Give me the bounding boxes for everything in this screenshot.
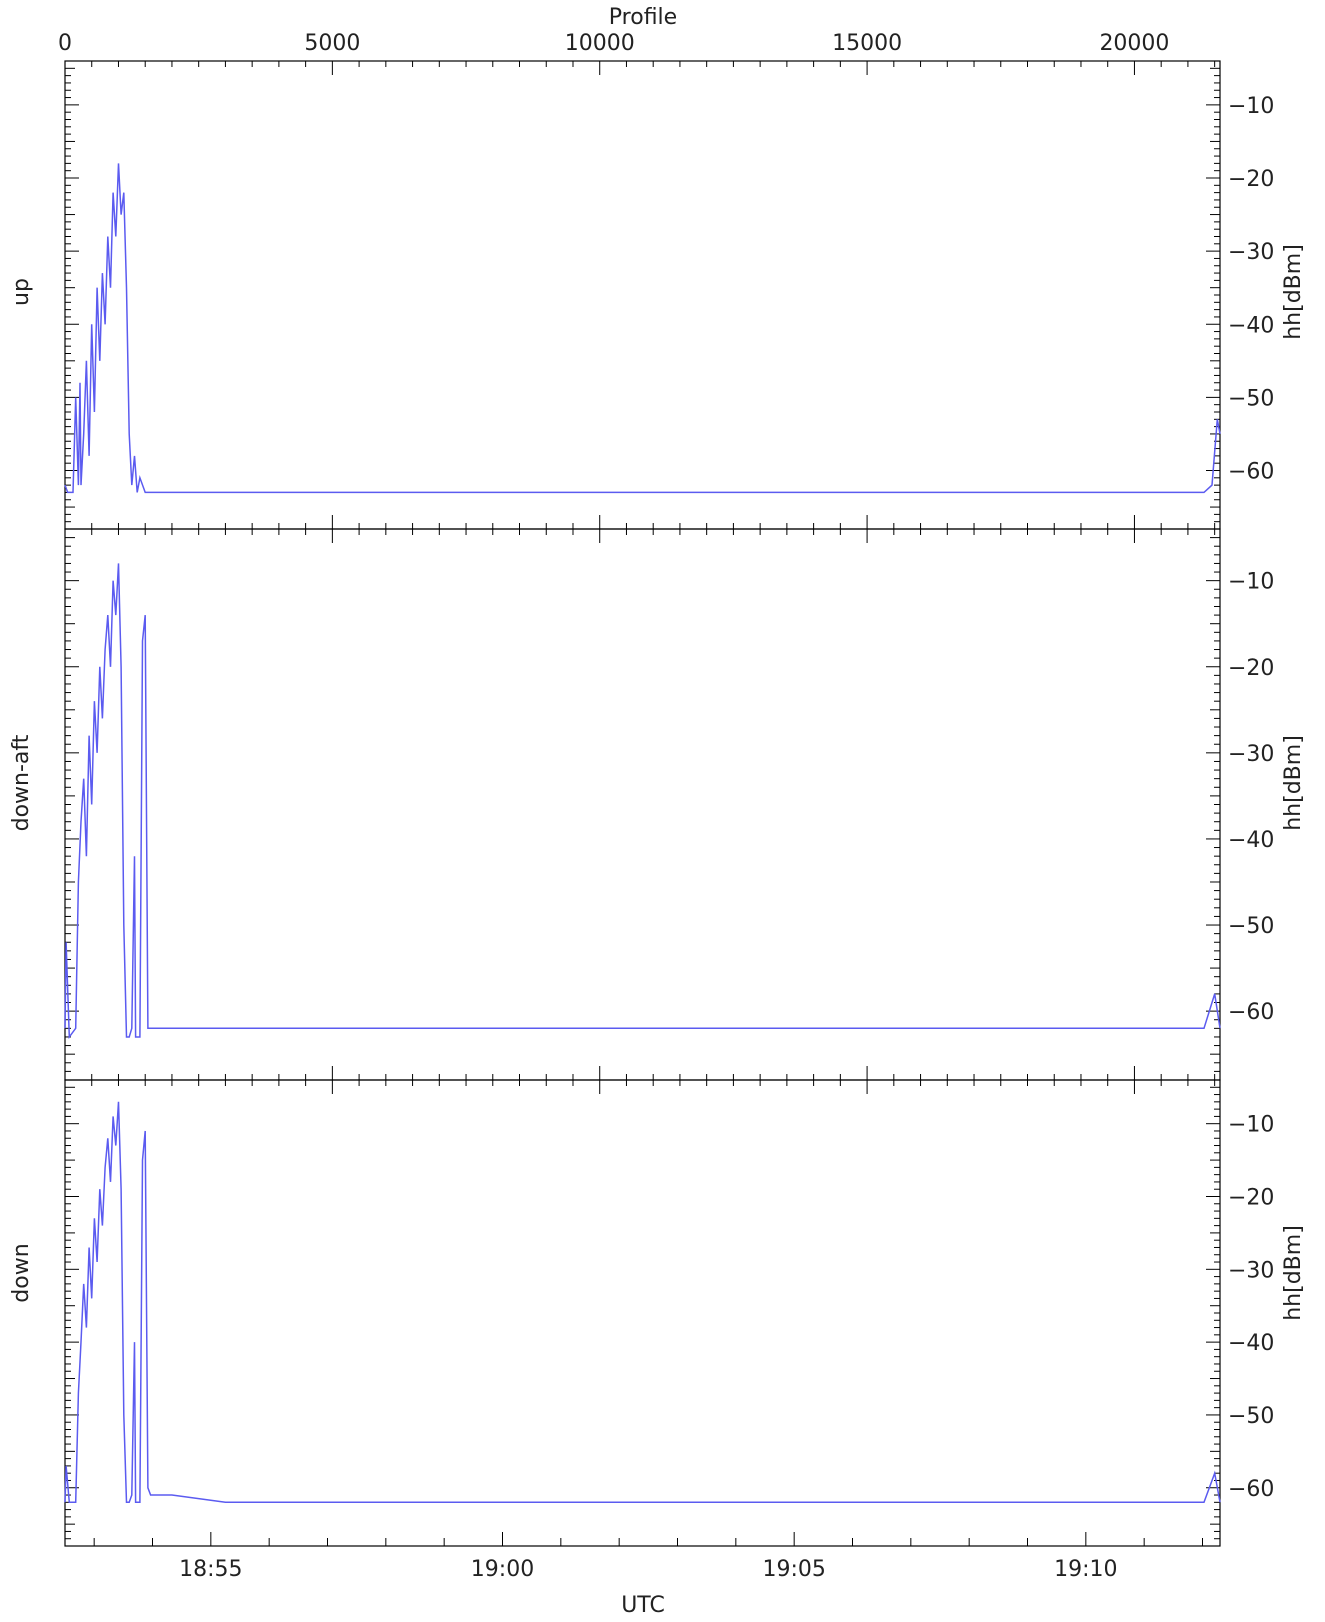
panel-1-ylabel: down-aft	[9, 734, 34, 831]
utc-tick-label: 19:05	[762, 1557, 825, 1582]
right-tick-label: −50	[1228, 1404, 1274, 1429]
panel-2-ylabel: down	[9, 1243, 34, 1302]
right-tick-label: −30	[1228, 1258, 1274, 1283]
profile-tick-label: 0	[58, 31, 72, 56]
profile-tick-label: 20000	[1099, 31, 1169, 56]
panel-0-ylabel: up	[9, 278, 34, 306]
panel-frames	[64, 60, 1221, 1547]
right-tick-label: −40	[1228, 828, 1274, 853]
series-up	[64, 163, 1221, 494]
panel-frame-down-aft	[64, 528, 1221, 1081]
series-down	[64, 1101, 1221, 1504]
right-tick-label: −20	[1228, 1186, 1274, 1211]
panel-1-right-axis-title: hh[dBm]	[1281, 735, 1306, 831]
right-tick-label: −60	[1228, 1000, 1274, 1025]
panel-frame-down	[64, 1079, 1221, 1547]
right-tick-label: −60	[1228, 460, 1274, 485]
profile-tick-label: 10000	[565, 31, 635, 56]
right-tick-label: −50	[1228, 386, 1274, 411]
profile-tick-label: 5000	[304, 31, 360, 56]
axis-labels: −10 −20 −30 −40 −50 −60 −10 −20 −30 −40 −50 −60 −10 −…	[58, 31, 1274, 1582]
panel-2-right-axis-title: hh[dBm]	[1281, 1225, 1306, 1321]
right-tick-label: −60	[1228, 1477, 1274, 1502]
utc-tick-label: 19:00	[471, 1557, 534, 1582]
right-tick-label: −30	[1228, 240, 1274, 265]
utc-tick-label: 18:55	[179, 1557, 242, 1582]
right-tick-label: −20	[1228, 656, 1274, 681]
top-axis-title: Profile	[609, 5, 677, 30]
panel-0-right-axis-title: hh[dBm]	[1281, 244, 1306, 340]
profile-tick-label: 15000	[832, 31, 902, 56]
right-tick-label: −50	[1228, 914, 1274, 939]
utc-tick-label: 19:10	[1054, 1557, 1117, 1582]
axis-ticks	[64, 60, 1220, 1547]
bottom-axis-title: UTC	[621, 1593, 665, 1618]
right-tick-label: −10	[1228, 570, 1274, 595]
right-tick-label: −20	[1228, 167, 1274, 192]
right-tick-label: −40	[1228, 313, 1274, 338]
right-tick-label: −30	[1228, 742, 1274, 767]
data-series	[64, 163, 1221, 1504]
series-down-aft	[64, 563, 1221, 1040]
right-tick-label: −10	[1228, 94, 1274, 119]
panel-frame-up	[64, 60, 1221, 530]
right-tick-label: −40	[1228, 1331, 1274, 1356]
right-tick-label: −10	[1228, 1113, 1274, 1138]
